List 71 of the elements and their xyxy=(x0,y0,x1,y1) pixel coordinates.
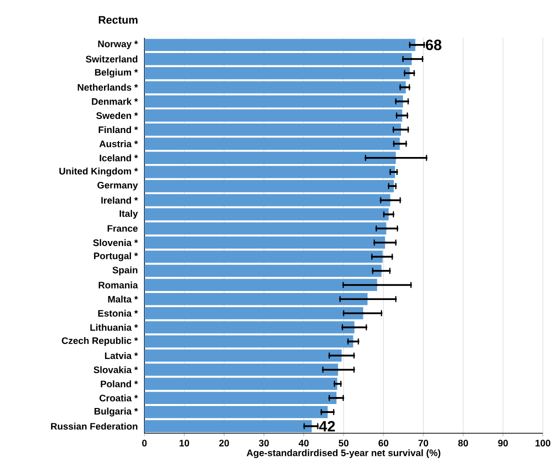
bar xyxy=(144,194,390,206)
bar xyxy=(144,378,338,390)
bar xyxy=(144,307,364,320)
x-tick-label: 50 xyxy=(338,440,348,446)
bar xyxy=(144,349,342,362)
bar xyxy=(144,264,382,277)
y-tick-label: Iceland * xyxy=(100,154,138,162)
y-tick-label: Slovenia * xyxy=(93,239,138,246)
bar xyxy=(144,109,402,122)
bar xyxy=(144,208,389,220)
bar xyxy=(144,180,394,192)
x-tick-label: 20 xyxy=(219,440,229,446)
bar xyxy=(144,364,338,376)
y-tick-label: Portugal * xyxy=(94,252,138,262)
bar xyxy=(144,236,386,249)
x-tick-label: 10 xyxy=(180,440,190,446)
y-tick-label: Estonia * xyxy=(98,310,138,317)
y-tick-label: Russian Federation xyxy=(51,422,138,430)
x-tick-label: 60 xyxy=(378,440,388,446)
bar xyxy=(144,166,396,178)
bar xyxy=(144,123,401,136)
y-tick-label: Switzerland xyxy=(86,55,138,62)
y-tick-label: Ireland * xyxy=(101,196,138,204)
y-tick-label: Austria * xyxy=(99,140,138,148)
x-axis-title: Age-standardirdised 5-year net survival (%) xyxy=(246,449,440,458)
x-tick-label: 40 xyxy=(298,440,309,446)
bar xyxy=(144,392,336,404)
bar xyxy=(144,278,378,291)
y-tick-label: Netherlands * xyxy=(78,84,138,91)
x-tick-label: 30 xyxy=(258,440,269,446)
y-tick-label: Malta * xyxy=(108,296,138,302)
y-tick-label: France xyxy=(108,225,138,232)
bar xyxy=(144,406,328,418)
y-tick-label: Bulgaria * xyxy=(94,408,138,416)
bar xyxy=(144,321,354,334)
bar xyxy=(144,292,368,306)
data-label: 42 xyxy=(319,420,335,432)
bar xyxy=(144,38,416,51)
bar xyxy=(144,52,412,66)
y-tick-label: Finland * xyxy=(98,126,138,134)
x-tick-label: 80 xyxy=(458,440,468,446)
bar xyxy=(144,81,406,94)
y-tick-label: Lithuania * xyxy=(90,324,138,331)
y-tick-label: Italy xyxy=(120,210,138,219)
y-tick-label: Slovakia * xyxy=(94,366,138,374)
y-tick-label: Norway * xyxy=(98,40,138,50)
x-tick-label: 0 xyxy=(142,440,147,446)
bar xyxy=(144,95,403,108)
x-tick-label: 100 xyxy=(536,440,550,446)
bar xyxy=(144,138,400,150)
y-tick-label: Romania xyxy=(98,281,138,288)
x-tick-label: 90 xyxy=(498,440,508,446)
y-tick-label: Croatia * xyxy=(100,394,138,402)
chart-title: Rectum xyxy=(98,16,138,24)
y-tick-label: Poland * xyxy=(100,380,138,388)
y-tick-label: Germany xyxy=(97,182,138,190)
data-label: 68 xyxy=(426,40,442,50)
bar xyxy=(144,250,383,263)
bar xyxy=(144,335,354,348)
y-tick-label: Belgium * xyxy=(95,68,138,78)
y-tick-label: Denmark * xyxy=(92,98,138,105)
y-tick-label: Czech Republic * xyxy=(62,337,138,346)
bar xyxy=(144,420,312,432)
y-tick-label: Sweden * xyxy=(96,112,138,119)
bar xyxy=(144,67,410,80)
y-tick-label: Spain xyxy=(112,266,138,276)
x-tick-label: 70 xyxy=(418,440,428,446)
bar xyxy=(144,152,396,164)
bar xyxy=(144,222,386,234)
y-tick-label: Latvia * xyxy=(105,352,138,359)
y-tick-label: United Kingdom * xyxy=(59,168,138,176)
